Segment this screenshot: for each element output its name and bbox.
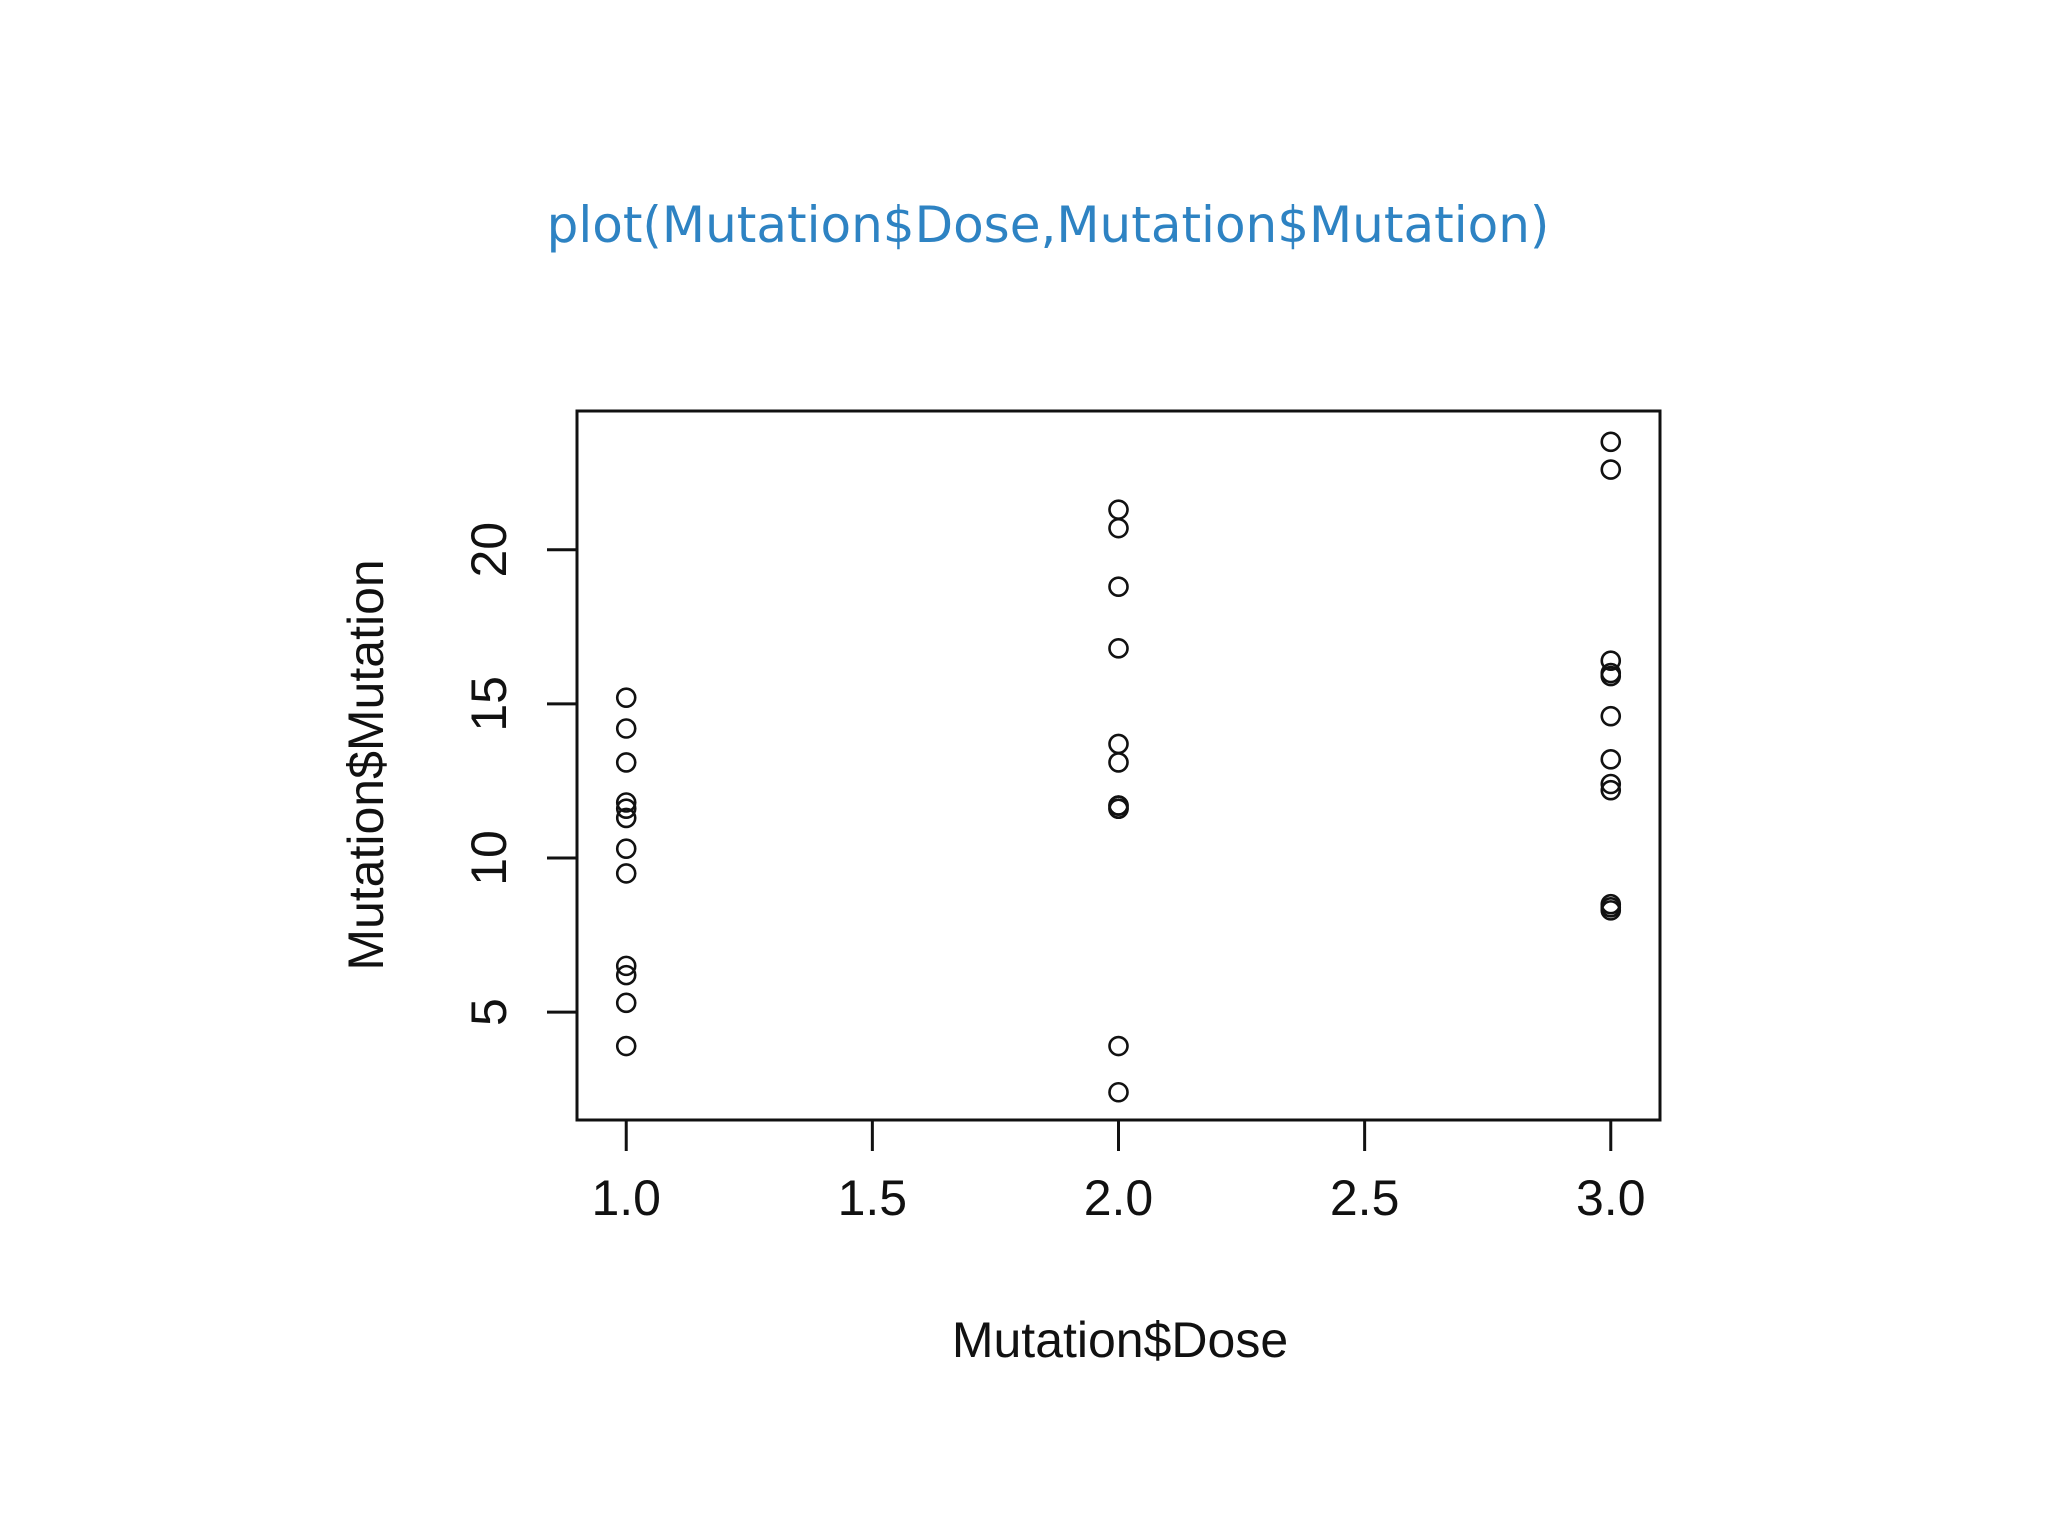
data-point bbox=[1600, 650, 1622, 671]
x-axis: 1.0 1.5 2.0 2.5 3.0 bbox=[591, 1118, 1646, 1226]
y-tick-label: 20 bbox=[461, 522, 517, 578]
x-tick-label: 3.0 bbox=[1576, 1170, 1646, 1226]
data-point bbox=[615, 792, 637, 813]
data-point bbox=[615, 863, 637, 884]
data-point bbox=[1600, 662, 1622, 684]
data-point bbox=[1600, 459, 1622, 480]
data-point bbox=[615, 1035, 637, 1057]
data-point bbox=[1108, 752, 1129, 773]
data-point bbox=[1108, 499, 1129, 520]
data-point bbox=[1108, 1035, 1129, 1057]
y-tick-label: 5 bbox=[461, 998, 517, 1026]
data-points bbox=[615, 431, 1622, 1103]
data-point bbox=[1600, 779, 1622, 801]
data-point bbox=[1108, 576, 1129, 598]
data-point bbox=[1600, 749, 1622, 770]
data-point bbox=[1108, 733, 1129, 755]
data-point bbox=[1600, 896, 1622, 918]
data-point bbox=[1108, 1081, 1129, 1103]
data-point bbox=[615, 687, 637, 708]
data-point bbox=[615, 718, 637, 739]
x-tick-label: 2.0 bbox=[1084, 1170, 1154, 1226]
y-axis: 5 10 15 20 bbox=[461, 522, 579, 1026]
data-point bbox=[1600, 773, 1622, 795]
data-point bbox=[615, 992, 637, 1014]
data-point bbox=[1600, 431, 1622, 453]
y-axis-title: Mutation$Mutation bbox=[338, 559, 394, 970]
data-point bbox=[615, 964, 637, 986]
x-tick-label: 2.5 bbox=[1330, 1170, 1400, 1226]
slide-title: plot(Mutation$Dose,Mutation$Mutation) bbox=[546, 196, 1550, 254]
data-point bbox=[615, 807, 637, 829]
y-tick-label: 15 bbox=[461, 676, 517, 732]
x-axis-title: Mutation$Dose bbox=[952, 1312, 1288, 1368]
x-tick-label: 1.5 bbox=[838, 1170, 908, 1226]
data-point bbox=[615, 752, 637, 773]
data-point bbox=[615, 838, 637, 860]
data-point bbox=[1108, 795, 1129, 816]
data-point bbox=[1600, 705, 1622, 727]
y-tick-label: 10 bbox=[461, 830, 517, 886]
x-tick-label: 1.0 bbox=[591, 1170, 661, 1226]
data-point bbox=[615, 798, 637, 819]
data-point bbox=[1108, 517, 1129, 539]
data-point bbox=[615, 955, 637, 977]
data-point bbox=[1108, 638, 1129, 659]
